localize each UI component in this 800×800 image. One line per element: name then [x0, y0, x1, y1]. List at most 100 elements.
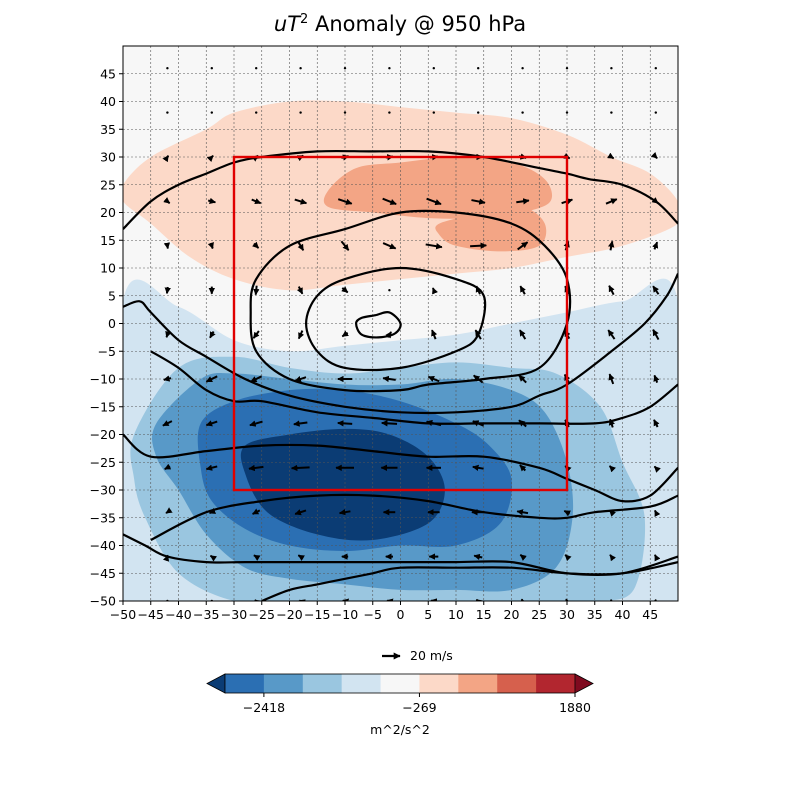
contour-line-5 — [150, 350, 678, 425]
wind-vector — [609, 599, 616, 601]
colorbar-segment — [341, 674, 382, 693]
y-tick-label: 35 — [100, 122, 116, 137]
y-tick-label: 10 — [100, 261, 116, 276]
wind-vector — [519, 464, 527, 472]
wind-vector — [607, 152, 615, 160]
wind-vector — [518, 374, 527, 384]
wind-vector — [207, 197, 217, 205]
y-tick-label: −25 — [90, 455, 116, 470]
wind-vector — [255, 67, 258, 70]
y-tick-label: −50 — [90, 594, 116, 609]
wind-vector — [253, 554, 261, 561]
contour-line-2 — [249, 209, 572, 393]
wind-vector — [205, 375, 218, 383]
contour-line-3 — [123, 149, 678, 230]
wind-vector — [520, 598, 528, 601]
colorbar-frame — [224, 673, 576, 694]
wind-vector — [653, 374, 660, 383]
wind-vector — [340, 240, 350, 251]
wind-vector — [610, 67, 613, 70]
wind-vector — [209, 330, 216, 339]
wind-vector — [337, 420, 353, 427]
wind-vector — [563, 509, 571, 517]
x-tick-label: −20 — [276, 607, 302, 622]
wind-vector — [565, 111, 569, 114]
wind-vector — [293, 420, 308, 427]
wind-vector — [343, 111, 347, 114]
wind-vector — [471, 198, 486, 205]
x-tick-label: −40 — [165, 607, 191, 622]
wind-vector — [294, 375, 307, 383]
y-tick-label: −5 — [98, 344, 116, 359]
x-tick-label: 5 — [424, 607, 432, 622]
wind-vector — [608, 285, 615, 296]
wind-vector — [252, 508, 261, 515]
wind-vector — [432, 111, 435, 114]
wind-vector — [475, 285, 482, 295]
wind-vector — [427, 375, 440, 383]
wind-vector — [254, 599, 262, 601]
wind-vector — [249, 420, 263, 427]
wind-vector — [252, 330, 260, 339]
x-axis-ticks: −50 −45 −40 −35 −30 −25 −20 −15 −10 −5 0 5 10 15 20 25 3… — [110, 601, 658, 622]
wind-vector — [565, 67, 569, 70]
colorbar-label: m^2/s^2 — [370, 722, 430, 737]
wind-vector — [382, 197, 397, 206]
wind-vector — [294, 198, 308, 205]
wind-vector — [341, 286, 349, 294]
x-tick-label: 0 — [397, 607, 405, 622]
colorbar-tick-label: 1880 — [559, 700, 591, 715]
y-tick-label: 0 — [108, 316, 116, 331]
wind-vector — [610, 111, 613, 114]
y-tick-label: −10 — [90, 372, 116, 387]
wind-vector — [517, 241, 529, 251]
wind-vector — [516, 198, 530, 205]
wind-vector — [290, 464, 310, 472]
wind-vector — [654, 111, 657, 114]
wind-vector — [652, 329, 660, 341]
wind-vector — [432, 67, 435, 70]
wind-vector — [608, 240, 615, 251]
x-tick-label: −35 — [193, 607, 219, 622]
wind-vector — [337, 198, 353, 205]
wind-vector — [608, 465, 616, 473]
wind-vector — [163, 375, 172, 382]
anomaly-region-1 — [323, 157, 553, 219]
colorbar-segment — [497, 674, 537, 693]
wind-vector — [564, 554, 572, 562]
wind-vector — [425, 419, 442, 427]
colorbar-extend-high — [574, 673, 594, 694]
wind-vector — [162, 155, 170, 163]
wind-vectors — [162, 67, 661, 601]
wind-vector — [607, 329, 616, 340]
wind-vector — [521, 67, 524, 70]
x-tick-label: 20 — [504, 607, 520, 622]
y-tick-label: 15 — [100, 233, 116, 248]
x-tick-label: −15 — [304, 607, 330, 622]
x-tick-label: 30 — [559, 607, 575, 622]
wind-vector — [519, 285, 526, 295]
wind-vector — [382, 242, 397, 250]
wind-vector — [299, 67, 302, 70]
y-tick-label: 30 — [100, 150, 116, 165]
wind-vector — [516, 509, 529, 516]
x-tick-label: 25 — [531, 607, 547, 622]
colorbar: −2418 −269 1880 — [206, 673, 594, 715]
title-variable-t: T — [287, 12, 301, 36]
wind-vector — [252, 241, 260, 249]
title-suffix: Anomaly @ 950 hPa — [308, 12, 527, 36]
colorbar-segment — [380, 674, 420, 693]
y-tick-label: 25 — [100, 177, 116, 192]
wind-vector — [299, 111, 302, 114]
wind-vector — [294, 509, 307, 516]
wind-vector — [605, 198, 618, 205]
wind-vector — [472, 420, 484, 427]
title-superscript: 2 — [300, 12, 309, 27]
wind-vector — [653, 465, 661, 473]
y-tick-label: 40 — [100, 94, 116, 109]
y-axis-ticks: −50−45−40−35−30−25−20−15−10−505101520253… — [90, 66, 123, 609]
wind-vector — [296, 286, 304, 295]
wind-vector — [654, 509, 661, 517]
x-tick-label: 15 — [476, 607, 492, 622]
wind-vector — [654, 554, 661, 562]
